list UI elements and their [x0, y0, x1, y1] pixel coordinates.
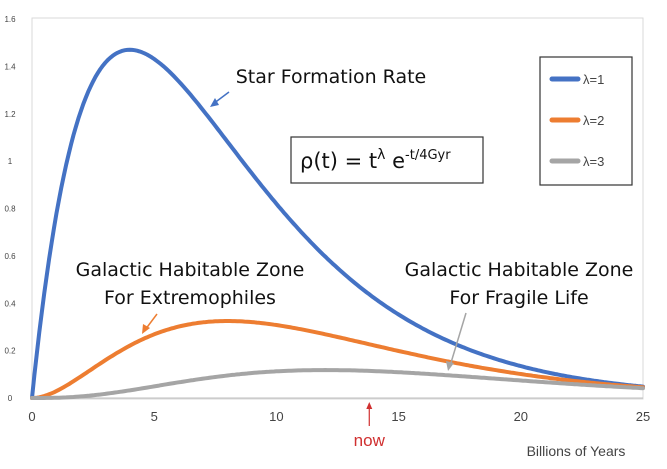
- y-tick-label: 0.4: [4, 299, 16, 308]
- formula-box: [290, 136, 484, 184]
- annotation-ghz-fragile-line2: For Fragile Life: [449, 287, 588, 309]
- y-tick-label: 1.2: [4, 110, 16, 119]
- annotation-ghz-fragile-line1: Galactic Habitable Zone: [405, 259, 634, 281]
- annotation-ghz-extremophiles-line2: For Extremophiles: [104, 287, 276, 309]
- legend-label: λ=1: [583, 72, 604, 87]
- y-tick-label: 0.6: [4, 252, 16, 261]
- series-lines: [30, 47, 645, 400]
- now-arrow-head: [366, 402, 373, 409]
- formula-exponent-2: -t/4Gyr: [405, 148, 451, 163]
- arrow-extremophiles: [142, 313, 158, 334]
- now-label: now: [354, 431, 386, 450]
- formula-middle: e: [385, 149, 405, 173]
- x-tick-label: 25: [636, 409, 650, 424]
- x-tick-label: 0: [28, 409, 35, 424]
- x-tick-labels: 0 5 10 15 20 25: [28, 409, 650, 424]
- annotation-star-formation: Star Formation Rate: [236, 66, 427, 88]
- x-tick-label: 15: [391, 409, 405, 424]
- y-tick-label: 1.4: [4, 62, 16, 71]
- legend-label: λ=2: [583, 113, 604, 128]
- x-tick-label: 10: [269, 409, 283, 424]
- series-line: [30, 319, 645, 400]
- formula: ρ(t) = tλ e-t/4Gyr: [300, 147, 451, 173]
- formula-prefix: ρ(t) = t: [300, 149, 377, 173]
- arrow-fragile: [446, 312, 467, 371]
- legend-label: λ=3: [583, 154, 604, 169]
- y-tick-label: 0.2: [4, 347, 16, 356]
- arrow-star-formation: [210, 91, 230, 107]
- y-tick-label: 0: [8, 394, 13, 403]
- x-axis-title: Billions of Years: [527, 443, 626, 459]
- annotation-ghz-extremophiles-line1: Galactic Habitable Zone: [76, 259, 305, 281]
- now-marker: now: [354, 402, 386, 450]
- legend: λ=1 λ=2 λ=3: [539, 56, 633, 186]
- y-tick-label: 0.8: [4, 205, 16, 214]
- y-tick-label: 1.6: [4, 15, 16, 24]
- plot-area: [31, 17, 644, 400]
- x-tick-label: 20: [514, 409, 528, 424]
- formula-exponent: λ: [377, 147, 385, 163]
- x-tick-label: 5: [151, 409, 158, 424]
- series-line: [30, 47, 645, 400]
- y-tick-label: 1: [8, 157, 13, 166]
- series-line: [30, 368, 645, 400]
- y-tick-labels: 0 0.2 0.4 0.6 0.8 1 1.2 1.4 1.6: [4, 15, 16, 403]
